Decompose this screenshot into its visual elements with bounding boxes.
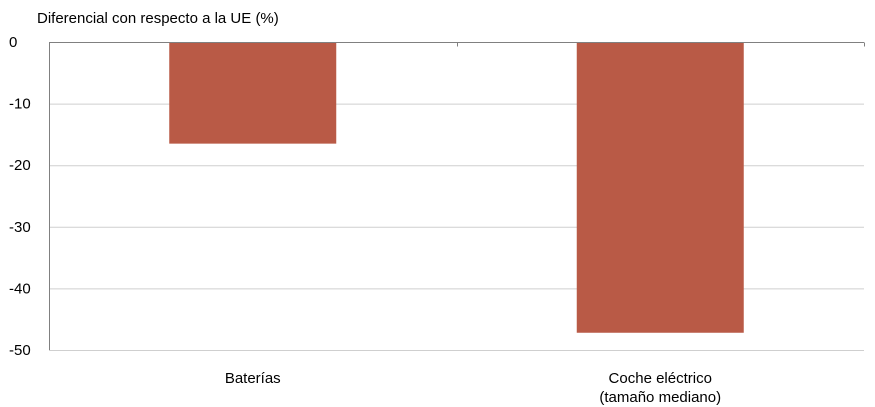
y-tick-label: 0 — [9, 34, 17, 51]
y-tick-label: -40 — [9, 280, 31, 297]
bar — [169, 42, 337, 144]
x-tick-label-line: (tamaño mediano) — [599, 389, 721, 406]
y-tick-label: -20 — [9, 157, 31, 174]
x-tick-label: Baterías — [225, 370, 281, 387]
y-tick-label: -10 — [9, 96, 31, 113]
x-tick-label-line: Baterías — [225, 370, 281, 387]
axes — [49, 42, 865, 350]
bars — [169, 42, 744, 333]
bar — [576, 42, 744, 333]
y-tick-label: -30 — [9, 219, 31, 236]
y-tick-label: -50 — [9, 342, 31, 359]
x-tick-labels: Baterías Coche eléctrico (tamaño mediano) — [225, 370, 721, 406]
y-axis-label: Diferencial con respecto a la UE (%) — [37, 10, 279, 27]
x-tick-label: Coche eléctrico (tamaño mediano) — [599, 370, 721, 406]
x-tick-label-line: Coche eléctrico — [609, 370, 712, 387]
y-tick-labels: 0 -10 -20 -30 -40 -50 — [9, 34, 31, 359]
